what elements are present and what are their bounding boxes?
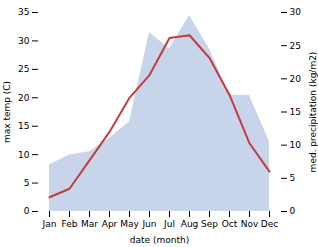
svg-text:0: 0 (290, 206, 296, 216)
svg-text:20: 20 (290, 74, 302, 84)
svg-text:15: 15 (18, 121, 29, 131)
svg-text:Jul: Jul (163, 219, 175, 229)
svg-text:med. precipitation (kg/m2): med. precipitation (kg/m2) (308, 52, 318, 173)
svg-text:25: 25 (290, 41, 301, 51)
svg-text:0: 0 (24, 206, 30, 216)
svg-text:Sep: Sep (201, 219, 218, 229)
svg-text:30: 30 (18, 36, 30, 46)
svg-text:Aug: Aug (181, 219, 199, 229)
svg-text:Jun: Jun (141, 219, 156, 229)
svg-text:Jan: Jan (42, 219, 57, 229)
svg-text:Feb: Feb (62, 219, 78, 229)
svg-text:25: 25 (18, 64, 29, 74)
svg-text:35: 35 (18, 7, 29, 17)
svg-text:20: 20 (18, 93, 30, 103)
svg-text:Dec: Dec (261, 219, 278, 229)
svg-text:10: 10 (290, 140, 302, 150)
svg-text:date (month): date (month) (130, 235, 189, 245)
svg-text:max temp (C): max temp (C) (2, 81, 12, 143)
svg-text:15: 15 (290, 107, 301, 117)
svg-text:10: 10 (18, 150, 30, 160)
svg-text:May: May (120, 219, 139, 229)
svg-text:5: 5 (24, 178, 30, 188)
svg-text:Mar: Mar (81, 219, 98, 229)
svg-text:5: 5 (290, 173, 296, 183)
svg-text:Oct: Oct (222, 219, 238, 229)
svg-text:Apr: Apr (102, 219, 118, 229)
svg-text:30: 30 (290, 7, 302, 17)
svg-text:Nov: Nov (241, 219, 259, 229)
